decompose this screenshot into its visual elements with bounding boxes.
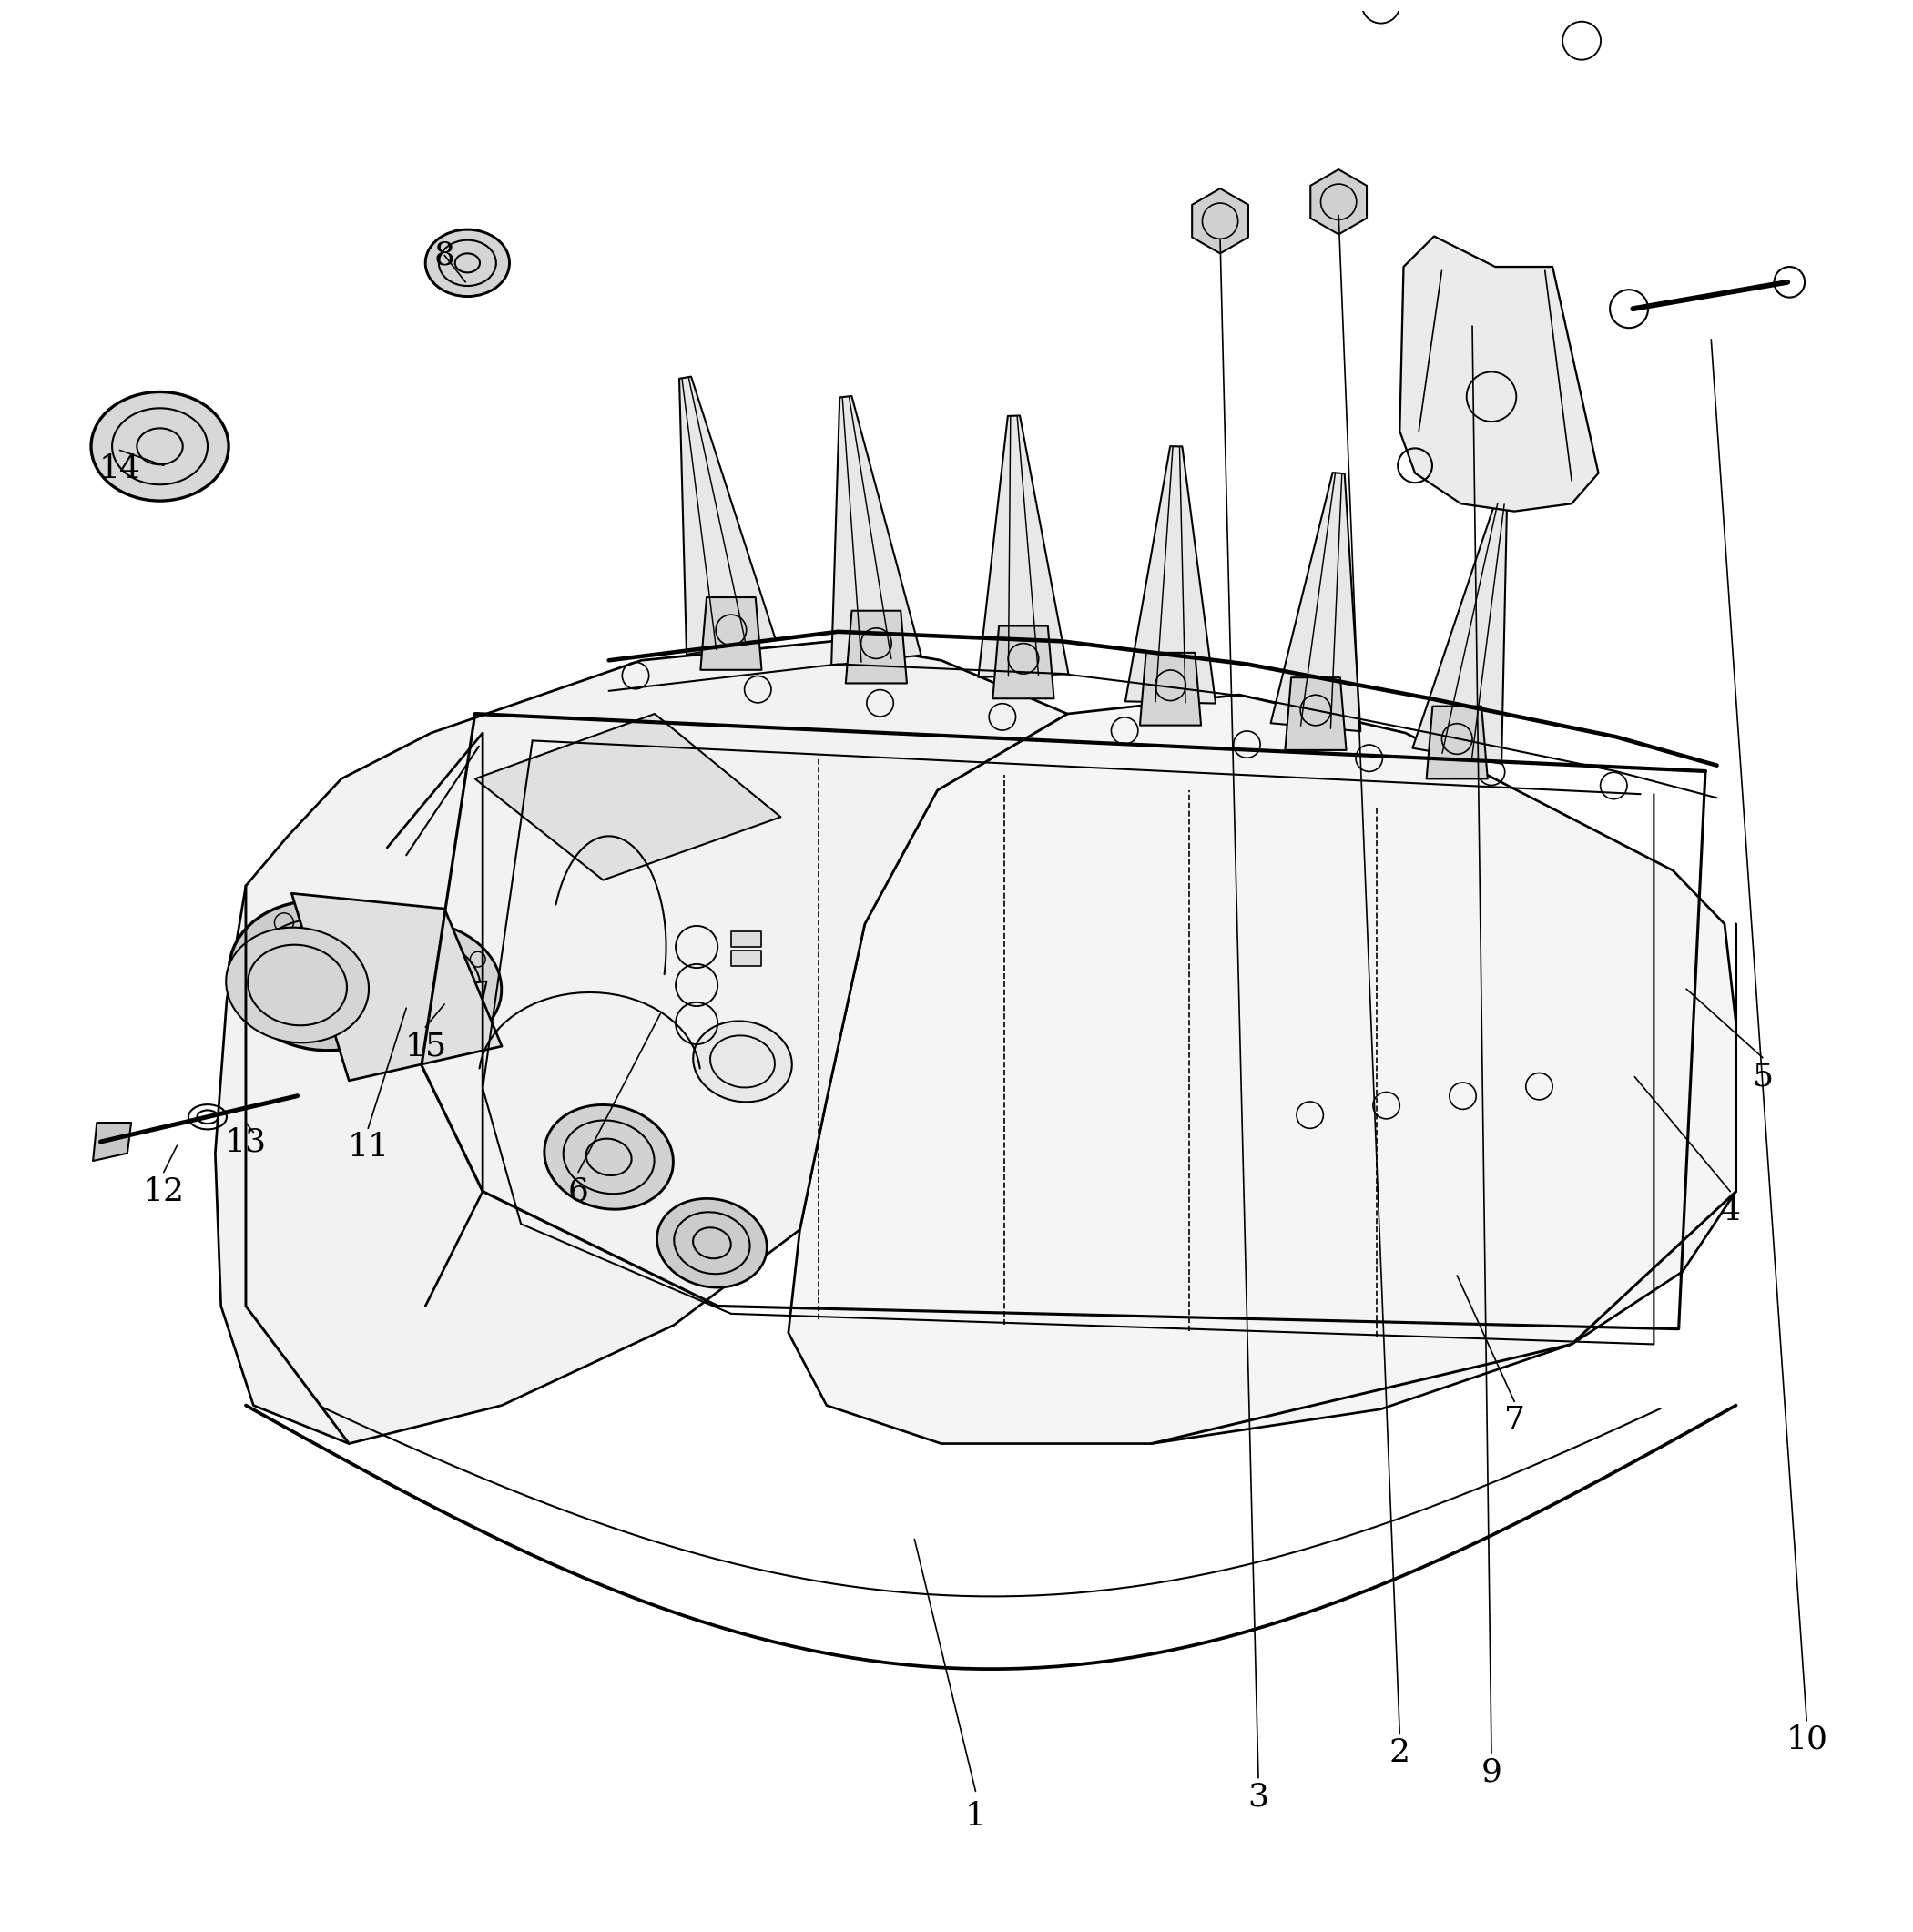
- Polygon shape: [1400, 236, 1599, 512]
- Text: 14: 14: [99, 454, 142, 485]
- Polygon shape: [832, 396, 920, 665]
- Ellipse shape: [226, 927, 369, 1043]
- Polygon shape: [474, 713, 781, 881]
- Ellipse shape: [693, 1022, 792, 1101]
- Text: 3: 3: [1247, 1781, 1268, 1812]
- Text: 9: 9: [1481, 1756, 1502, 1787]
- Polygon shape: [436, 981, 486, 1024]
- Polygon shape: [700, 597, 761, 670]
- Polygon shape: [679, 377, 775, 655]
- Ellipse shape: [656, 1198, 767, 1287]
- Polygon shape: [94, 1122, 132, 1161]
- Polygon shape: [291, 893, 501, 1080]
- Text: 5: 5: [1752, 1061, 1773, 1092]
- Polygon shape: [731, 951, 761, 966]
- Text: 1: 1: [966, 1801, 985, 1832]
- Polygon shape: [1286, 678, 1347, 750]
- Polygon shape: [978, 415, 1069, 678]
- Polygon shape: [1140, 653, 1201, 724]
- Ellipse shape: [230, 900, 415, 1051]
- Polygon shape: [1427, 707, 1488, 779]
- Text: 12: 12: [143, 1177, 184, 1208]
- Text: 4: 4: [1720, 1196, 1741, 1227]
- Ellipse shape: [92, 392, 230, 500]
- Polygon shape: [1310, 170, 1366, 234]
- Polygon shape: [846, 611, 907, 684]
- Polygon shape: [216, 641, 1067, 1443]
- Text: 11: 11: [346, 1132, 388, 1163]
- Polygon shape: [1125, 446, 1215, 703]
- Text: 6: 6: [568, 1177, 589, 1208]
- Text: 7: 7: [1504, 1405, 1525, 1435]
- Ellipse shape: [342, 922, 501, 1049]
- Polygon shape: [1270, 473, 1360, 730]
- Polygon shape: [1412, 502, 1507, 763]
- Text: 15: 15: [404, 1032, 446, 1063]
- Ellipse shape: [425, 230, 509, 296]
- Ellipse shape: [545, 1105, 673, 1209]
- Polygon shape: [731, 931, 761, 947]
- Polygon shape: [993, 626, 1054, 699]
- Polygon shape: [788, 696, 1735, 1443]
- Text: 2: 2: [1389, 1737, 1410, 1768]
- Text: 8: 8: [434, 240, 455, 270]
- Text: 10: 10: [1785, 1723, 1827, 1754]
- Text: 13: 13: [226, 1126, 266, 1157]
- Polygon shape: [1192, 189, 1249, 253]
